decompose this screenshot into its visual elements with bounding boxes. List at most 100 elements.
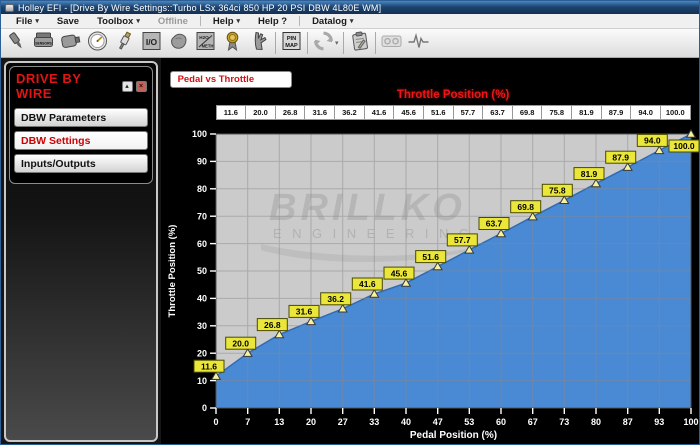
menu-offline: Offline bbox=[149, 14, 197, 28]
throttle-value-cell[interactable]: 57.7 bbox=[453, 105, 484, 120]
svg-text:20: 20 bbox=[306, 417, 316, 427]
throttle-value-cell[interactable]: 11.6 bbox=[216, 105, 247, 120]
menu-item-label: Help bbox=[212, 15, 234, 27]
svg-text:100: 100 bbox=[192, 129, 207, 139]
sidebar-item-inputs-outputs[interactable]: Inputs/Outputs bbox=[14, 154, 148, 173]
sidebar-item-dbw-parameters[interactable]: DBW Parameters bbox=[14, 108, 148, 127]
pin-button[interactable]: ▴ bbox=[121, 80, 133, 92]
dropdown-caret-icon[interactable]: ▾ bbox=[335, 40, 339, 47]
close-button[interactable]: × bbox=[135, 80, 147, 92]
pulse-button[interactable] bbox=[405, 30, 432, 56]
gauge-button[interactable] bbox=[84, 30, 111, 56]
throttle-value-cell[interactable]: 100.0 bbox=[660, 105, 691, 120]
svg-text:60: 60 bbox=[197, 239, 207, 249]
cylinder-head-button[interactable] bbox=[165, 30, 192, 56]
throttle-value-row: 11.6 20.0 26.8 31.6 36.2 41.6 45.6 51.6 57.7 63.7… bbox=[215, 105, 691, 120]
glove-button[interactable] bbox=[246, 30, 273, 56]
svg-text:26.8: 26.8 bbox=[264, 320, 281, 330]
pin-map-icon: PIN MAP bbox=[280, 30, 303, 57]
sync-button[interactable] bbox=[310, 30, 337, 56]
throttle-value-cell[interactable]: 51.6 bbox=[423, 105, 454, 120]
svg-text:31.6: 31.6 bbox=[295, 307, 312, 317]
svg-text:SENSORS: SENSORS bbox=[35, 41, 52, 45]
svg-text:40: 40 bbox=[401, 417, 411, 427]
svg-text:40: 40 bbox=[197, 294, 207, 304]
toolbar-separator bbox=[275, 32, 276, 54]
menu-item-label: Help ? bbox=[258, 15, 288, 27]
menu-toolbox[interactable]: Toolbox ▾ bbox=[88, 14, 149, 28]
toolbar-separator bbox=[342, 32, 344, 54]
panel-title: DRIVE BY WIRE bbox=[16, 71, 82, 101]
throttle-value-cell[interactable]: 45.6 bbox=[394, 105, 424, 120]
throttle-value-cell[interactable]: 81.9 bbox=[572, 105, 602, 120]
sensors-icon: SENSORS bbox=[32, 30, 55, 57]
menu-save[interactable]: Save bbox=[48, 14, 88, 28]
svg-text:69.8: 69.8 bbox=[517, 202, 534, 212]
gauge-icon bbox=[86, 30, 109, 57]
svg-text:47: 47 bbox=[432, 417, 442, 427]
svg-text:PIN: PIN bbox=[287, 36, 296, 42]
sidebar-item-dbw-settings[interactable]: DBW Settings bbox=[14, 131, 148, 150]
svg-text:BRILLKO: BRILLKO bbox=[269, 187, 466, 229]
menu-bar: File ▾ Save Toolbox ▾ Offline Help ▾ Help ? Datal… bbox=[1, 14, 699, 29]
svg-text:45.6: 45.6 bbox=[390, 268, 407, 278]
notes-button[interactable] bbox=[346, 30, 373, 56]
menu-file[interactable]: File ▾ bbox=[7, 14, 48, 28]
throttle-value-cell[interactable]: 31.6 bbox=[305, 105, 336, 120]
map-sensor-button[interactable] bbox=[57, 30, 84, 56]
fuel-injector-button[interactable] bbox=[3, 30, 30, 56]
menu-help[interactable]: Help ? bbox=[249, 14, 296, 28]
throttle-value-cell[interactable]: 69.8 bbox=[512, 105, 543, 120]
chart-panel: Pedal vs Throttle Throttle Position (%) … bbox=[160, 58, 699, 444]
tab-pedal-vs-throttle[interactable]: Pedal vs Throttle bbox=[169, 71, 292, 88]
throttle-value-cell[interactable]: 20.0 bbox=[246, 105, 276, 120]
award-button[interactable] bbox=[219, 30, 246, 56]
close-icon: × bbox=[139, 82, 144, 90]
svg-text:11.6: 11.6 bbox=[201, 361, 217, 371]
fuel-injector-icon bbox=[5, 30, 28, 57]
svg-text:36.2: 36.2 bbox=[327, 294, 344, 304]
glove-icon bbox=[248, 30, 271, 57]
menu-help[interactable]: Help ▾ bbox=[204, 14, 249, 28]
sidebar: DRIVE BY WIRE ▴ × DBW Parameters DBW Sett… bbox=[1, 58, 161, 444]
panel-header: DRIVE BY WIRE ▴ × bbox=[14, 69, 148, 105]
chart-title: Throttle Position (%) bbox=[396, 89, 510, 101]
toolbar: SENSORS I/O H2O METH PIN MAP ▾ bbox=[1, 29, 699, 58]
pedal-throttle-plot[interactable]: BRILLKO ENGINEERING 0 10 20 30 40 50 60 70 80 90 100… bbox=[161, 124, 699, 444]
throttle-value-cell[interactable]: 26.8 bbox=[275, 105, 306, 120]
svg-text:87: 87 bbox=[622, 417, 632, 427]
throttle-value-cell[interactable]: 87.9 bbox=[601, 105, 632, 120]
io-button[interactable]: I/O bbox=[138, 30, 165, 56]
svg-text:87.9: 87.9 bbox=[612, 152, 629, 162]
svg-text:94.0: 94.0 bbox=[644, 136, 661, 146]
toolbar-separator bbox=[374, 32, 376, 54]
svg-text:80: 80 bbox=[197, 184, 207, 194]
svg-text:ENGINEERING: ENGINEERING bbox=[273, 226, 480, 241]
throttle-value-cell[interactable]: 41.6 bbox=[364, 105, 395, 120]
svg-text:H2O: H2O bbox=[199, 35, 209, 40]
throttle-value-cell[interactable]: 75.8 bbox=[542, 105, 573, 120]
award-icon bbox=[221, 30, 244, 57]
svg-text:Pedal Position (%): Pedal Position (%) bbox=[409, 430, 496, 441]
svg-text:93: 93 bbox=[654, 417, 664, 427]
svg-text:53: 53 bbox=[464, 417, 474, 427]
app-icon bbox=[5, 3, 14, 12]
svg-text:51.6: 51.6 bbox=[422, 252, 439, 262]
water-meth-button[interactable]: H2O METH bbox=[192, 30, 219, 56]
throttle-value-cell[interactable]: 36.2 bbox=[335, 105, 365, 120]
dropdown-caret-icon: ▾ bbox=[236, 18, 241, 25]
notes-icon bbox=[348, 30, 371, 57]
svg-text:67: 67 bbox=[527, 417, 537, 427]
svg-text:81.9: 81.9 bbox=[580, 169, 597, 179]
menu-datalog[interactable]: Datalog ▾ bbox=[303, 14, 362, 28]
svg-text:73: 73 bbox=[559, 417, 569, 427]
sensors-button[interactable]: SENSORS bbox=[30, 30, 57, 56]
dropdown-caret-icon: ▾ bbox=[349, 18, 354, 25]
throttle-value-cell[interactable]: 94.0 bbox=[631, 105, 661, 120]
pin-map-button[interactable]: PIN MAP bbox=[278, 30, 305, 56]
title-bar[interactable]: Holley EFI - [Drive By Wire Settings::Tu… bbox=[1, 1, 699, 14]
spark-plug-button[interactable] bbox=[111, 30, 138, 56]
svg-text:20: 20 bbox=[197, 348, 207, 358]
throttle-value-cell[interactable]: 63.7 bbox=[483, 105, 513, 120]
svg-text:7: 7 bbox=[245, 417, 250, 427]
